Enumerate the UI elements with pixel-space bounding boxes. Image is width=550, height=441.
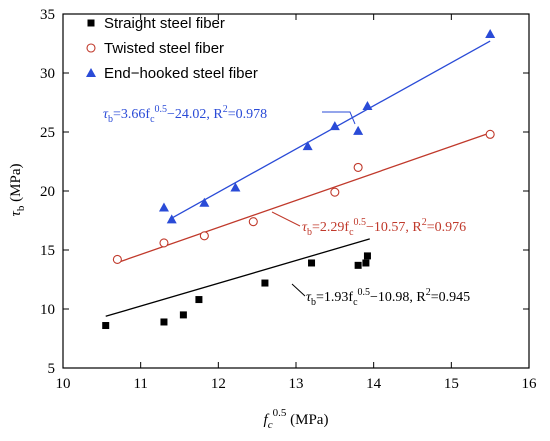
x-tick-label: 13 (289, 376, 304, 392)
x-tick-label: 11 (133, 376, 147, 392)
x-axis-title-sub: c (268, 419, 273, 431)
x-axis-title-sup: 0.5 (273, 407, 287, 419)
y-axis-title-unit: (MPa) (8, 164, 24, 206)
x-axis-title-unit: (MPa) (286, 412, 328, 428)
equation-leader-line (291, 283, 306, 297)
y-tick-label: 15 (40, 243, 55, 259)
equation-mid: =2.29f (312, 220, 349, 235)
equation-r-value: =0.976 (427, 220, 466, 235)
data-point (485, 129, 495, 139)
equation-lhs: τ (306, 290, 312, 305)
data-point (354, 261, 362, 269)
equation-label: τb=3.66fc0.5−24.02, R2=0.978 (103, 104, 267, 125)
data-point (160, 318, 168, 326)
data-point (485, 29, 496, 39)
y-axis-title-sub: b (15, 205, 27, 211)
x-tick-label: 15 (444, 376, 459, 392)
data-point (362, 259, 370, 267)
legend: Straight steel fiber Twisted steel fiber E… (86, 15, 258, 82)
legend-marker (86, 68, 96, 77)
legend-marker (86, 43, 96, 53)
equation-exponent: 0.5 (155, 104, 168, 115)
y-axis-title: τb (MPa) (8, 164, 27, 217)
legend-label: Twisted steel fiber (104, 40, 224, 57)
y-tick-label: 20 (40, 184, 55, 200)
equation-mid-sub: c (353, 297, 358, 308)
equation-label: τb=2.29fc0.5−10.57, R2=0.976 (302, 217, 466, 238)
equation-label: τb=1.93fc0.5−10.98, R2=0.945 (306, 287, 470, 308)
data-point (102, 322, 110, 330)
y-tick-label: 25 (40, 125, 55, 141)
x-tick-label: 14 (366, 376, 382, 392)
equation-rest: −24.02, R (167, 107, 223, 122)
equation-r-value: =0.945 (431, 290, 470, 305)
data-point (199, 197, 210, 207)
y-tick-label: 35 (40, 7, 55, 23)
x-tick-label: 12 (211, 376, 226, 392)
equation-leader-line (322, 111, 356, 125)
equation-rest: −10.57, R (366, 220, 422, 235)
y-tick-label: 10 (40, 302, 55, 318)
equation-leader-line (271, 211, 301, 227)
data-point (353, 162, 363, 172)
data-points (102, 29, 496, 330)
x-tick-label: 10 (56, 376, 71, 392)
equation-mid-sub: c (349, 227, 354, 238)
equation-lhs-sub: b (311, 297, 316, 308)
data-point (362, 101, 373, 111)
legend-label: End−hooked steel fiber (104, 65, 258, 82)
data-point (112, 254, 122, 264)
data-point (363, 252, 371, 260)
data-point (308, 259, 316, 267)
equation-lhs-sub: b (307, 227, 312, 238)
equation-lhs: τ (302, 220, 308, 235)
legend-marker (87, 19, 95, 27)
equation-exponent: 0.5 (358, 287, 371, 298)
x-axis-ticks: 10 11 12 13 14 15 16 (56, 14, 538, 392)
data-point (159, 238, 169, 248)
fit-line (105, 238, 370, 317)
fit-lines (105, 40, 491, 317)
data-point (195, 296, 203, 304)
fit-line (117, 132, 491, 264)
fit-line (169, 40, 491, 220)
x-axis-title: fc0.5 (MPa) (264, 407, 329, 431)
equation-lhs: τ (103, 107, 109, 122)
data-point (158, 202, 169, 212)
data-point (179, 311, 187, 319)
equation-exponent: 0.5 (354, 217, 367, 228)
equation-r-value: =0.978 (228, 107, 267, 122)
equation-mid-sub: c (150, 114, 155, 125)
data-point (199, 231, 209, 241)
data-point (261, 279, 269, 287)
equation-r-exponent: 2 (422, 217, 427, 228)
y-axis-ticks: 5 10 15 20 25 30 35 (40, 7, 529, 377)
y-tick-label: 30 (40, 66, 55, 82)
data-point (230, 182, 241, 192)
equation-r-exponent: 2 (426, 287, 431, 298)
equation-rest: −10.98, R (370, 290, 426, 305)
x-axis-title-main: f (264, 412, 270, 428)
data-point (353, 125, 364, 135)
fit-equations: τb=1.93fc0.5−10.98, R2=0.945τb=2.29fc0.5… (103, 104, 470, 308)
equation-r-exponent: 2 (223, 104, 228, 115)
data-point (302, 141, 313, 151)
y-tick-label: 5 (48, 361, 56, 377)
data-point (166, 214, 177, 224)
equation-mid: =1.93f (316, 290, 353, 305)
data-point (330, 187, 340, 197)
equation-mid: =3.66f (113, 107, 150, 122)
x-tick-label: 16 (522, 376, 538, 392)
data-point (329, 121, 340, 131)
y-axis-title-main: τ (8, 210, 24, 216)
legend-label: Straight steel fiber (104, 15, 225, 32)
equation-lhs-sub: b (108, 114, 113, 125)
data-point (248, 217, 258, 227)
